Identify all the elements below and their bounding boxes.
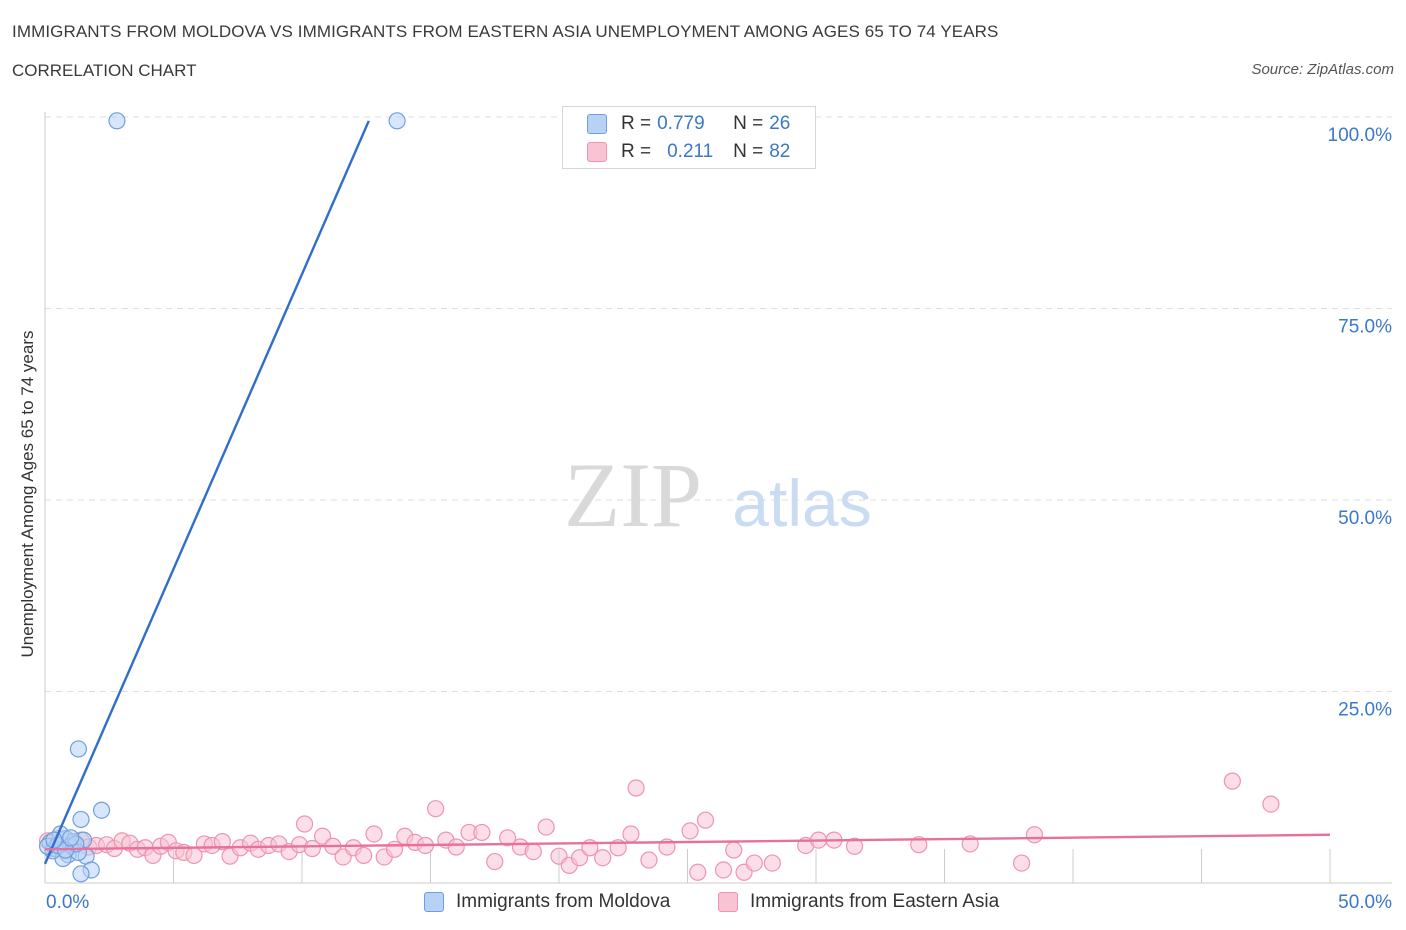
asia-point [640, 851, 658, 869]
asia-point [745, 854, 763, 872]
moldova-point [108, 112, 126, 130]
y-tick-label: 25.0% [1338, 700, 1392, 721]
grid-lines [45, 116, 1392, 692]
trend-line-asia [44, 833, 1331, 851]
asia-point [696, 811, 715, 829]
asia-point [763, 854, 781, 872]
watermark: ZIP atlas [564, 444, 872, 546]
asia-point [427, 800, 445, 818]
asia-point [622, 825, 640, 843]
asia-point [1012, 854, 1031, 872]
asia-point [385, 840, 404, 858]
moldova-point [69, 740, 88, 758]
legend-r-value-asia: 0.211 [667, 141, 714, 162]
bottom-legend-asia: Immigrants from Eastern Asia [718, 888, 999, 916]
legend-n-value-moldova: 26 [769, 113, 791, 134]
stats-legend: R = 0.779 N = 26 R = 0.211 N = 82 [562, 106, 816, 169]
asia-point [537, 818, 555, 836]
asia-point [1223, 772, 1241, 790]
y-tick-label: 50.0% [1338, 508, 1392, 529]
x-tick-label: 50.0% [1338, 892, 1392, 913]
legend-row-moldova: R = 0.779 N = 26 [587, 112, 790, 136]
legend-swatch-asia [587, 142, 607, 162]
asia-point [355, 846, 373, 865]
asia-point [524, 842, 542, 861]
y-tick-label: 75.0% [1338, 317, 1392, 338]
asia-point [213, 833, 231, 851]
bottom-legend-label-moldova: Immigrants from Moldova [456, 891, 671, 912]
legend-r-label: R = [621, 113, 652, 134]
legend-r-label: R = [621, 141, 652, 162]
asia-point [365, 825, 383, 843]
asia-point [681, 822, 699, 840]
asia-point [570, 849, 589, 867]
moldova-point [388, 112, 406, 130]
bottom-legend-swatch-asia [718, 892, 738, 912]
bottom-legend-swatch-moldova [424, 892, 444, 912]
asia-point [594, 849, 612, 867]
asia-point [714, 861, 733, 879]
asia-point [1262, 795, 1280, 813]
axes [44, 112, 1392, 884]
source-label: Source: ZipAtlas.com [1251, 61, 1394, 78]
asia-point [486, 852, 504, 871]
asia-point [499, 829, 517, 847]
asia-point [910, 836, 928, 854]
asia-point [689, 863, 707, 881]
asia-point [313, 827, 332, 845]
asia-point [627, 779, 645, 797]
legend-n-label: N = [733, 141, 764, 162]
legend-row-asia: R = 0.211 N = 82 [587, 140, 790, 164]
asia-point [845, 837, 864, 855]
moldova-point [72, 865, 90, 883]
asia-point [473, 823, 491, 842]
legend-swatch-moldova [587, 114, 607, 134]
y-tick-label: 100.0% [1328, 125, 1393, 146]
legend-n-label: N = [733, 113, 764, 134]
watermark-atlas: atlas [732, 466, 871, 540]
asia-point [295, 815, 314, 833]
chart-subtitle: CORRELATION CHART [12, 61, 197, 80]
moldova-point [92, 801, 111, 819]
trend-line-moldova [43, 120, 370, 865]
asia-point [725, 841, 743, 859]
tick-labels: 25.0% 50.0% 75.0% 100.0% 0.0% 50.0% [46, 125, 1392, 913]
bottom-legend-label-asia: Immigrants from Eastern Asia [750, 891, 1000, 912]
legend-n-value-asia: 82 [769, 141, 791, 162]
moldova-point [62, 829, 80, 847]
watermark-zip: ZIP [564, 444, 702, 546]
asia-point [1025, 826, 1044, 844]
asia-point [447, 838, 465, 856]
legend-r-value-moldova: 0.779 [657, 113, 705, 134]
moldova-point [72, 810, 90, 829]
trend-lines [43, 120, 1331, 865]
bottom-legend-moldova: Immigrants from Moldova [424, 888, 670, 916]
x-tick-label: 0.0% [46, 892, 89, 913]
asia-point [303, 839, 321, 858]
chart-title: IMMIGRANTS FROM MOLDOVA VS IMMIGRANTS FR… [12, 22, 999, 41]
